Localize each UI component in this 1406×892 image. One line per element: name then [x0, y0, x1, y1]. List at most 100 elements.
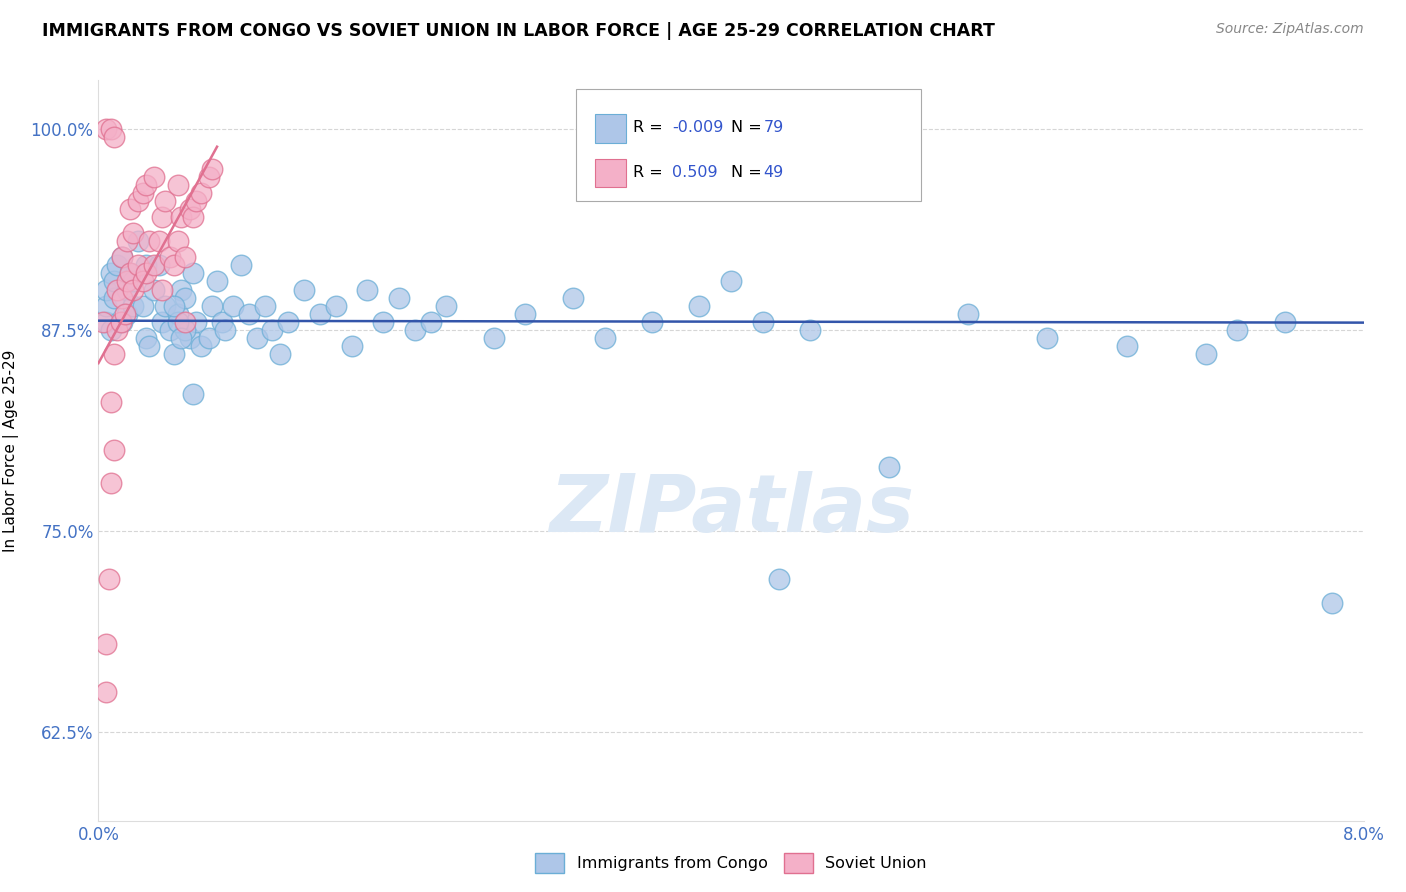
Point [135, 259, 157, 273]
Point [107, 283, 129, 297]
Point [174, 323, 197, 337]
Point [169, 331, 191, 345]
Point [127, 259, 149, 273]
Point [111, 250, 134, 264]
Point [135, 267, 157, 281]
Point [356, 283, 378, 297]
Point [1036, 331, 1059, 345]
Point [153, 194, 176, 208]
Point [561, 291, 585, 305]
Point [183, 267, 205, 281]
Point [436, 299, 458, 313]
Point [768, 572, 790, 586]
Point [120, 267, 141, 281]
Point [103, 291, 125, 305]
Point [214, 323, 236, 337]
Point [122, 226, 145, 240]
Point [277, 315, 299, 329]
Text: N =: N = [731, 165, 768, 179]
Text: R =: R = [633, 165, 672, 179]
Point [419, 315, 441, 329]
Point [1195, 347, 1218, 361]
Point [799, 323, 821, 337]
Point [103, 275, 125, 289]
Point [132, 299, 155, 313]
Point [150, 315, 173, 329]
Point [153, 299, 176, 313]
Point [340, 339, 363, 353]
Text: IMMIGRANTS FROM CONGO VS SOVIET UNION IN LABOR FORCE | AGE 25-29 CORRELATION CHA: IMMIGRANTS FROM CONGO VS SOVIET UNION IN… [42, 22, 995, 40]
Point [163, 299, 186, 313]
Point [96, 121, 118, 136]
Point [159, 323, 181, 337]
Point [100, 323, 122, 337]
Point [135, 331, 157, 345]
Point [120, 267, 141, 281]
Point [1274, 315, 1296, 329]
Point [135, 178, 157, 192]
Point [132, 186, 155, 200]
Point [169, 210, 191, 224]
Point [1322, 596, 1344, 610]
Point [148, 259, 170, 273]
Point [166, 315, 188, 329]
Point [148, 234, 170, 248]
Point [190, 186, 212, 200]
Point [166, 178, 188, 192]
Text: Source: ZipAtlas.com: Source: ZipAtlas.com [1216, 22, 1364, 37]
Point [103, 443, 125, 458]
Point [205, 275, 228, 289]
Point [150, 283, 173, 297]
Point [166, 234, 188, 248]
Text: ZIPatlas: ZIPatlas [548, 471, 914, 549]
Point [122, 283, 145, 297]
Point [269, 347, 291, 361]
Point [186, 194, 208, 208]
Point [100, 267, 122, 281]
Point [114, 307, 136, 321]
Point [138, 339, 160, 353]
Y-axis label: In Labor Force | Age 25-29: In Labor Force | Age 25-29 [3, 350, 20, 551]
Point [127, 194, 149, 208]
Point [179, 331, 201, 345]
Point [179, 202, 201, 216]
Point [877, 459, 900, 474]
Point [96, 315, 118, 329]
Point [309, 307, 332, 321]
Point [201, 299, 224, 313]
Point [110, 315, 132, 329]
Point [186, 315, 208, 329]
Point [132, 275, 155, 289]
Point [404, 323, 426, 337]
Point [720, 275, 742, 289]
Point [246, 331, 269, 345]
Text: 0.509: 0.509 [672, 165, 717, 179]
Text: N =: N = [731, 120, 768, 135]
Point [174, 250, 197, 264]
Point [174, 315, 197, 329]
Point [292, 283, 315, 297]
Point [183, 210, 205, 224]
Point [111, 250, 134, 264]
Point [96, 637, 118, 651]
Point [163, 347, 186, 361]
Point [641, 315, 664, 329]
Text: 79: 79 [763, 120, 783, 135]
Point [482, 331, 505, 345]
Point [593, 331, 616, 345]
Point [111, 315, 134, 329]
Point [127, 234, 149, 248]
Point [122, 299, 145, 313]
Point [174, 291, 197, 305]
Text: R =: R = [633, 120, 668, 135]
Point [325, 299, 347, 313]
Point [96, 299, 118, 313]
Point [190, 339, 212, 353]
Point [100, 121, 122, 136]
Point [115, 275, 138, 289]
Point [388, 291, 411, 305]
Point [751, 315, 773, 329]
Point [96, 283, 118, 297]
Point [957, 307, 980, 321]
Point [96, 685, 118, 699]
